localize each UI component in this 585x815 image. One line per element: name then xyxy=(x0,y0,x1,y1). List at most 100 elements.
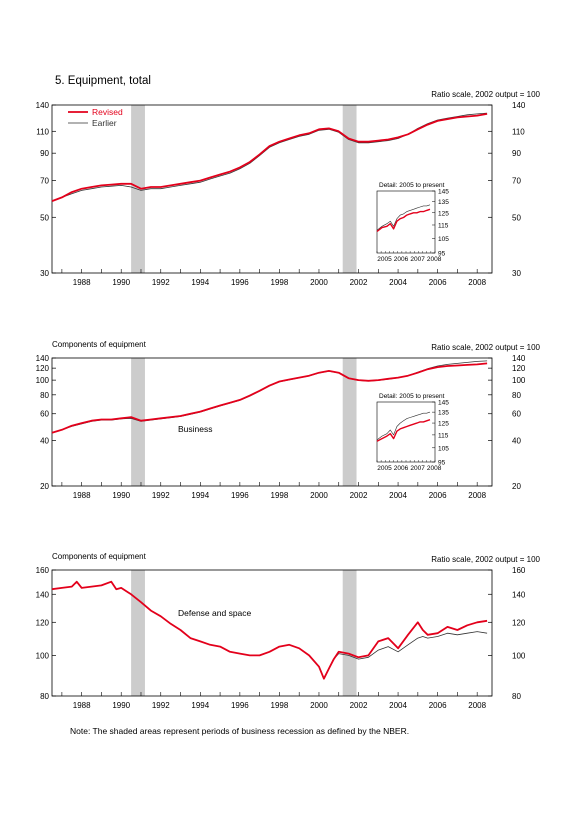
y-tick-label-left: 90 xyxy=(40,149,49,158)
figure-title: 5. Equipment, total xyxy=(55,75,151,87)
plot-frame xyxy=(51,104,493,274)
x-tick-label: 2008 xyxy=(468,278,486,287)
x-tick-label: 2000 xyxy=(310,491,328,500)
y-tick-label-right: 120 xyxy=(512,364,526,373)
y-tick-label-right: 30 xyxy=(512,269,521,278)
inset-y-tick-label: 135 xyxy=(438,199,449,206)
x-tick-label: 2006 xyxy=(429,491,447,500)
y-tick-label-left: 80 xyxy=(40,692,49,701)
y-tick-label-left: 30 xyxy=(40,269,49,278)
series-line-revised xyxy=(51,113,488,202)
series-line-revised xyxy=(51,362,488,434)
series-label: Defense and space xyxy=(178,608,252,618)
y-tick-label-right: 60 xyxy=(512,410,521,419)
detail-inset: Detail: 2005 to present 95 105 115 125 135 145… xyxy=(376,392,465,476)
chart-panel-1: Ratio scale, 2002 output = 100 30 30 50 50 70… xyxy=(36,90,541,287)
y-tick-label-right: 50 xyxy=(512,213,521,222)
inset-x-tick-label: 2006 xyxy=(394,465,409,472)
inset-y-tick-label: 115 xyxy=(438,432,449,439)
y-tick-label-left: 40 xyxy=(40,436,49,445)
x-tick-label: 2008 xyxy=(468,701,486,710)
x-tick-label: 2004 xyxy=(389,491,407,500)
x-tick-label: 2006 xyxy=(429,701,447,710)
x-tick-label: 1988 xyxy=(73,278,91,287)
inset-x-tick-label: 2005 xyxy=(377,465,392,472)
left-header-label: Components of equipment xyxy=(52,552,147,561)
y-tick-label-right: 20 xyxy=(512,482,521,491)
x-tick-label: 1992 xyxy=(152,491,170,500)
inset-x-tick-label: 2007 xyxy=(410,465,425,472)
plot-frame xyxy=(51,569,493,697)
series-line-earlier xyxy=(376,204,431,231)
x-tick-label: 1994 xyxy=(191,491,209,500)
y-tick-label-right: 70 xyxy=(512,177,521,186)
y-tick-label-right: 120 xyxy=(512,618,526,627)
chart-panel-2: Components of equipment Ratio scale, 2002… xyxy=(36,340,541,500)
y-tick-label-right: 110 xyxy=(512,127,525,136)
y-tick-label-left: 60 xyxy=(40,410,49,419)
series-line-earlier xyxy=(51,581,488,680)
inset-y-tick-label: 125 xyxy=(438,210,449,217)
recession-shading xyxy=(131,570,145,696)
left-header-label: Components of equipment xyxy=(52,340,147,349)
x-tick-label: 2006 xyxy=(429,278,447,287)
y-tick-label-left: 110 xyxy=(36,127,49,136)
right-header-label: Ratio scale, 2002 output = 100 xyxy=(431,343,540,352)
inset-y-tick-label: 125 xyxy=(438,421,449,428)
x-tick-label: 2002 xyxy=(350,278,368,287)
x-tick-label: 2004 xyxy=(389,701,407,710)
y-tick-label-left: 100 xyxy=(36,651,50,660)
inset-x-tick-label: 2008 xyxy=(427,465,442,472)
y-tick-label-left: 140 xyxy=(36,354,50,363)
x-tick-label: 1998 xyxy=(271,701,289,710)
inset-x-tick-label: 2008 xyxy=(427,256,442,263)
x-tick-label: 2004 xyxy=(389,278,407,287)
x-tick-label: 1988 xyxy=(73,701,91,710)
x-tick-label: 1992 xyxy=(152,701,170,710)
x-tick-label: 1998 xyxy=(271,278,289,287)
y-tick-label-right: 40 xyxy=(512,436,521,445)
y-tick-label-right: 80 xyxy=(512,391,521,400)
recession-shading xyxy=(342,570,357,696)
recession-shading xyxy=(342,105,357,273)
y-tick-label-left: 120 xyxy=(36,364,50,373)
recession-shading xyxy=(131,358,145,486)
x-tick-label: 1996 xyxy=(231,491,249,500)
inset-y-tick-label: 115 xyxy=(438,222,449,229)
x-tick-label: 1996 xyxy=(231,278,249,287)
chart-panel-3: Components of equipment Ratio scale, 2002… xyxy=(36,552,541,710)
series-line-revised xyxy=(376,419,431,442)
x-tick-label: 2002 xyxy=(350,701,368,710)
x-tick-label: 1990 xyxy=(112,491,130,500)
y-tick-label-right: 160 xyxy=(512,566,526,575)
y-tick-label-right: 80 xyxy=(512,692,521,701)
y-tick-label-left: 70 xyxy=(40,177,49,186)
x-tick-label: 1996 xyxy=(231,701,249,710)
legend-label-revised: Revised xyxy=(92,107,123,117)
x-tick-label: 2008 xyxy=(468,491,486,500)
inset-title: Detail: 2005 to present xyxy=(379,182,445,189)
x-tick-label: 1990 xyxy=(112,278,130,287)
x-tick-label: 2000 xyxy=(310,278,328,287)
y-tick-label-right: 140 xyxy=(512,354,526,363)
x-tick-label: 1988 xyxy=(73,491,91,500)
series-line-revised xyxy=(376,208,431,233)
y-tick-label-right: 140 xyxy=(512,590,526,599)
x-tick-label: 1994 xyxy=(191,278,209,287)
y-tick-label-left: 140 xyxy=(36,590,50,599)
legend-label-earlier: Earlier xyxy=(92,118,117,128)
x-tick-label: 1998 xyxy=(271,491,289,500)
inset-x-tick-label: 2005 xyxy=(377,256,392,263)
x-tick-label: 2002 xyxy=(350,491,368,500)
y-tick-label-left: 120 xyxy=(36,618,50,627)
inset-y-tick-label: 105 xyxy=(438,236,449,243)
detail-inset: Detail: 2005 to present 95 105 115 125 135 145… xyxy=(376,181,465,267)
y-tick-label-right: 100 xyxy=(512,651,526,660)
y-tick-label-left: 20 xyxy=(40,482,49,491)
y-tick-label-left: 140 xyxy=(36,101,50,110)
y-tick-label-right: 100 xyxy=(512,376,526,385)
inset-x-tick-label: 2006 xyxy=(394,256,409,263)
inset-background xyxy=(377,181,465,267)
right-header-label: Ratio scale, 2002 output = 100 xyxy=(431,90,540,99)
